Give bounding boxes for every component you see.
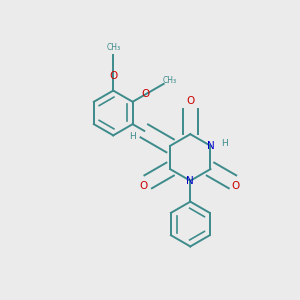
Text: H: H [129,132,136,141]
Text: O: O [186,96,194,106]
Text: O: O [109,70,117,81]
Text: CH₃: CH₃ [163,76,177,85]
Text: H: H [221,139,228,148]
Text: O: O [231,181,240,191]
Text: N: N [186,176,194,186]
Text: O: O [141,89,150,99]
Text: N: N [207,141,214,151]
Text: CH₃: CH₃ [106,43,120,52]
Text: O: O [140,181,148,191]
